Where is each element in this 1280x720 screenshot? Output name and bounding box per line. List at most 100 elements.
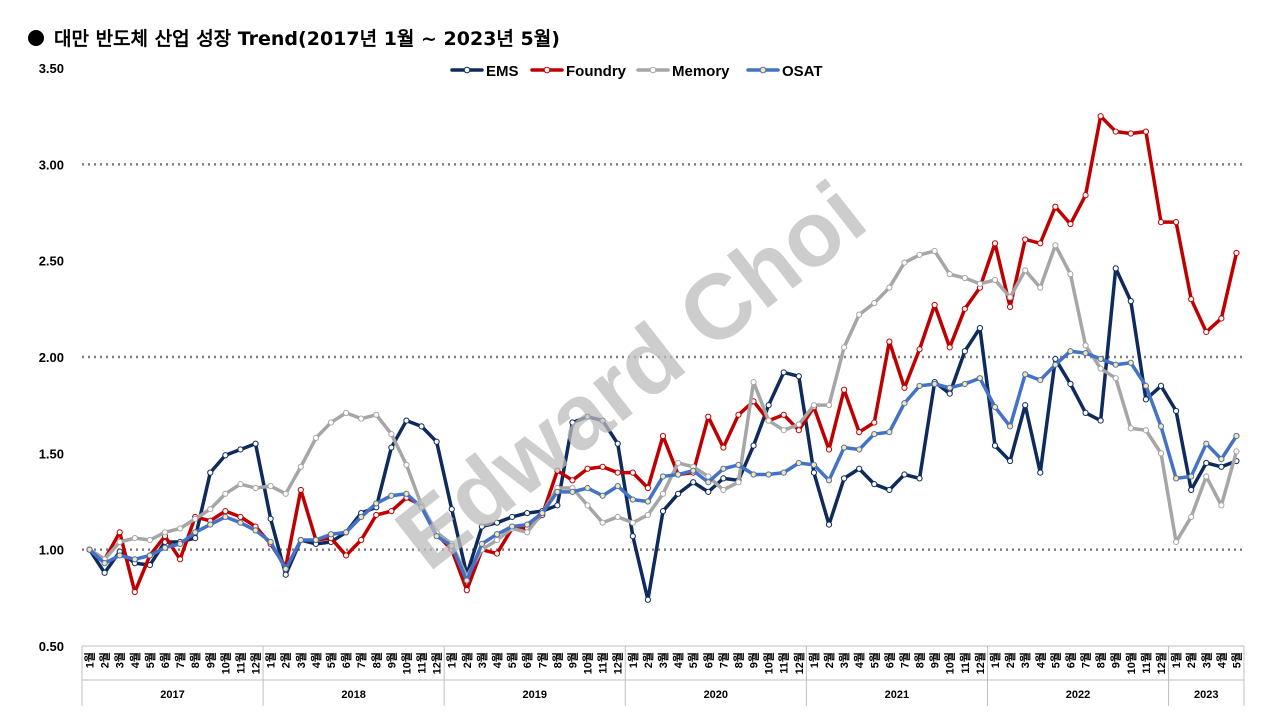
data-point bbox=[629, 533, 636, 540]
month-tick-label: 3월 bbox=[1018, 652, 1032, 668]
month-tick-label: 8월 bbox=[913, 652, 927, 668]
data-point bbox=[222, 513, 229, 521]
data-point bbox=[86, 546, 93, 553]
month-tick-label: 11월 bbox=[233, 652, 247, 674]
data-point bbox=[976, 375, 984, 382]
data-point bbox=[358, 513, 365, 521]
month-tick-label: 4월 bbox=[671, 652, 685, 668]
data-point bbox=[192, 535, 199, 542]
data-point bbox=[1006, 423, 1014, 430]
data-point bbox=[886, 338, 893, 345]
data-point bbox=[1082, 342, 1089, 349]
data-point bbox=[237, 513, 244, 521]
month-tick-label: 1월 bbox=[1169, 652, 1183, 668]
data-point bbox=[493, 536, 501, 544]
data-point bbox=[931, 301, 938, 309]
data-point bbox=[644, 484, 652, 492]
month-tick-label: 4월 bbox=[1214, 652, 1228, 668]
month-tick-label: 7월 bbox=[535, 652, 549, 668]
legend-marker bbox=[463, 66, 471, 74]
data-point bbox=[931, 380, 938, 388]
month-tick-label: 5월 bbox=[686, 652, 700, 668]
month-tick-label: 9월 bbox=[384, 652, 398, 668]
data-point bbox=[1203, 440, 1210, 447]
data-point bbox=[433, 438, 440, 445]
month-tick-label: 6월 bbox=[1063, 652, 1077, 668]
data-point bbox=[825, 477, 833, 484]
data-point bbox=[584, 413, 591, 420]
year-label: 2020 bbox=[704, 689, 728, 701]
data-point bbox=[1203, 459, 1210, 467]
month-tick-label: 3월 bbox=[837, 652, 851, 668]
data-point bbox=[705, 479, 712, 486]
data-point bbox=[1067, 220, 1074, 228]
data-point bbox=[1112, 128, 1119, 135]
data-point bbox=[554, 488, 561, 495]
month-tick-label: 6월 bbox=[339, 652, 353, 668]
data-point bbox=[780, 469, 787, 476]
data-point bbox=[886, 429, 893, 436]
month-tick-label: 7월 bbox=[1079, 652, 1093, 668]
data-point bbox=[252, 484, 259, 492]
data-point bbox=[961, 380, 968, 388]
month-tick-label: 7월 bbox=[173, 652, 187, 668]
data-point bbox=[569, 477, 576, 484]
month-tick-label: 2월 bbox=[822, 652, 836, 668]
data-point bbox=[1142, 128, 1150, 135]
data-point bbox=[388, 430, 395, 438]
data-point bbox=[825, 402, 833, 409]
month-tick-label: 5월 bbox=[867, 652, 881, 668]
data-point bbox=[1097, 365, 1104, 372]
data-point bbox=[629, 469, 636, 476]
data-point bbox=[856, 465, 863, 472]
data-point bbox=[674, 471, 682, 478]
month-tick-label: 9월 bbox=[747, 652, 761, 668]
month-tick-label: 1월 bbox=[264, 652, 278, 668]
month-tick-label: 5월 bbox=[505, 652, 519, 668]
data-point bbox=[720, 486, 727, 494]
data-point bbox=[750, 471, 757, 478]
y-tick-label: 2.00 bbox=[39, 350, 64, 365]
data-point bbox=[690, 479, 697, 486]
month-tick-label: 2월 bbox=[98, 652, 112, 668]
data-point bbox=[1052, 361, 1059, 368]
data-point bbox=[207, 521, 214, 528]
y-tick-label: 3.50 bbox=[39, 61, 64, 76]
data-point bbox=[840, 344, 848, 351]
data-point bbox=[297, 486, 304, 494]
month-tick-label: 5월 bbox=[143, 652, 157, 668]
data-point bbox=[901, 384, 908, 391]
data-point bbox=[976, 325, 984, 332]
month-tick-label: 7월 bbox=[716, 652, 730, 668]
data-point bbox=[478, 540, 486, 547]
data-point bbox=[644, 596, 652, 603]
data-point bbox=[161, 529, 169, 536]
data-point bbox=[1022, 371, 1029, 378]
month-tick-label: 12월 bbox=[973, 652, 987, 674]
title-bullet-icon bbox=[28, 29, 44, 46]
month-tick-label: 12월 bbox=[792, 652, 806, 674]
data-point bbox=[916, 475, 923, 482]
data-point bbox=[373, 511, 380, 519]
data-point bbox=[1142, 382, 1150, 389]
data-point bbox=[403, 490, 410, 497]
data-point bbox=[991, 276, 999, 284]
year-label: 2021 bbox=[885, 689, 909, 701]
data-point bbox=[327, 531, 335, 538]
data-point bbox=[810, 402, 818, 409]
data-point bbox=[297, 536, 304, 544]
data-point bbox=[1188, 473, 1195, 480]
month-tick-label: 7월 bbox=[897, 652, 911, 668]
legend-marker bbox=[649, 66, 657, 74]
data-point bbox=[116, 552, 123, 559]
data-point bbox=[871, 481, 878, 488]
data-point bbox=[599, 463, 606, 470]
legend-label: Foundry bbox=[566, 63, 627, 80]
month-tick-label: 1월 bbox=[445, 652, 459, 668]
legend-marker bbox=[543, 66, 551, 74]
month-tick-label: 4월 bbox=[490, 652, 504, 668]
data-point bbox=[795, 421, 802, 428]
data-point bbox=[931, 247, 938, 255]
data-point bbox=[1037, 284, 1044, 291]
legend-label: Memory bbox=[672, 63, 730, 80]
